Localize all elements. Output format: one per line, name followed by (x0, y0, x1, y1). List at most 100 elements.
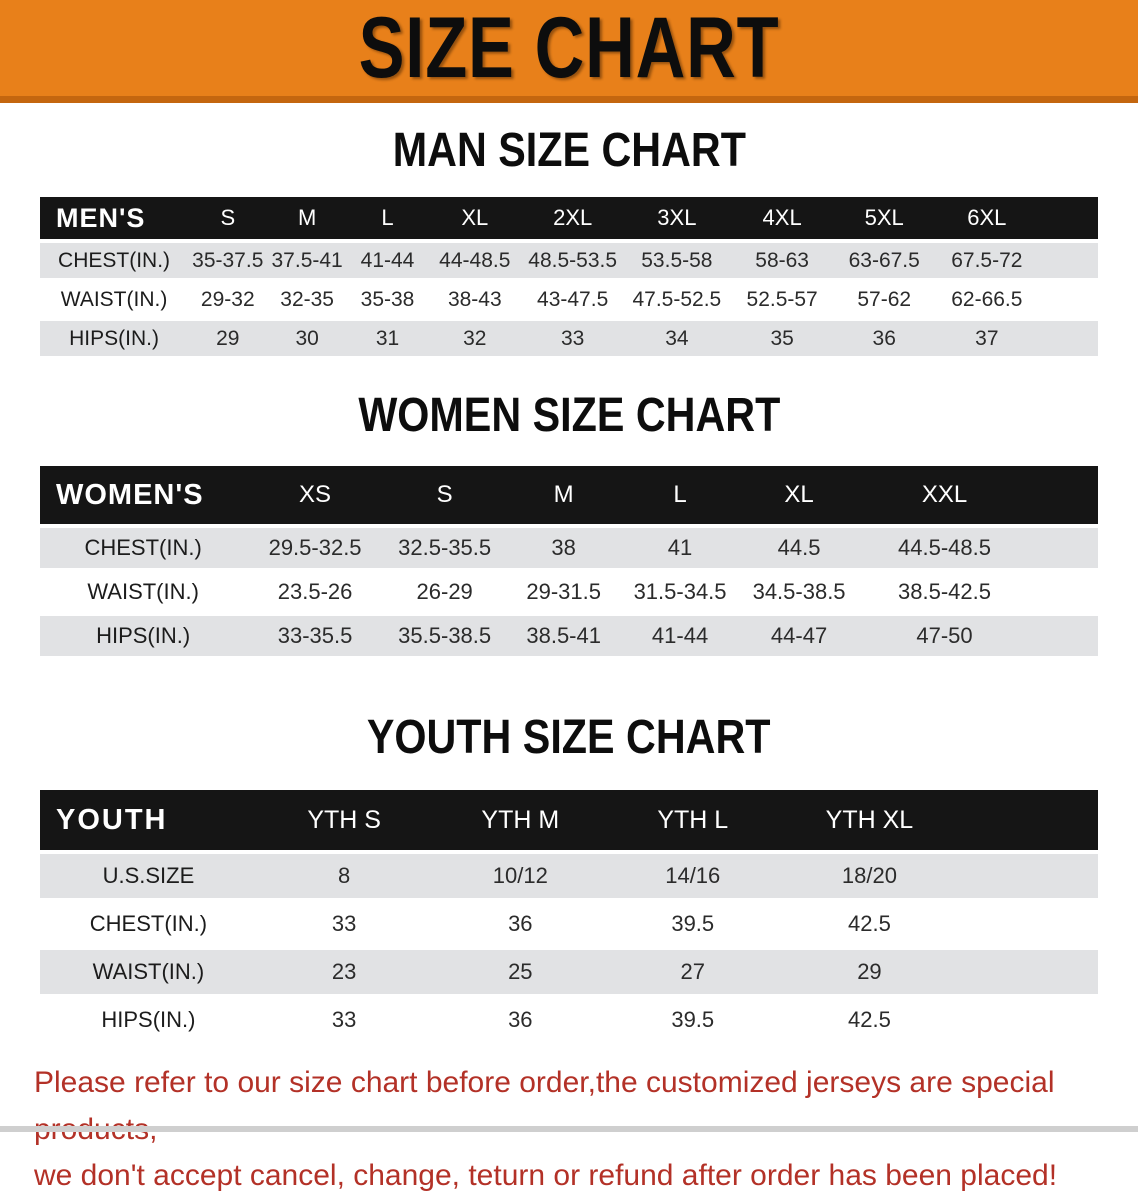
size-value-cell: 18/20 (776, 854, 963, 898)
banner-title-wrap: SIZE CHART (306, 5, 832, 91)
spacer-cell (1039, 282, 1098, 317)
spacer-cell (1029, 528, 1098, 568)
size-value-cell: 32 (428, 321, 522, 356)
column-header: YTH S (256, 790, 432, 850)
size-value-cell: 34 (623, 321, 730, 356)
column-header: 6XL (933, 197, 1040, 239)
size-value-cell: 30 (267, 321, 347, 356)
size-value-cell: 26-29 (383, 572, 506, 612)
row-label: WAIST(IN.) (40, 950, 257, 994)
size-value-cell: 29 (776, 950, 963, 994)
column-header: 5XL (834, 197, 934, 239)
size-value-cell: 10/12 (431, 854, 610, 898)
size-value-cell: 35-38 (346, 282, 429, 317)
column-header: S (188, 197, 268, 239)
size-value-cell: 38.5-41 (505, 616, 622, 656)
notice-line-2: we don't accept cancel, change, teturn o… (34, 1159, 1058, 1192)
table-row: HIPS(IN.) 33 36 39.5 42.5 (40, 998, 1098, 1042)
table-row: CHEST(IN.) 29.5-32.5 32.5-35.5 38 41 44.5 44.5… (40, 528, 1098, 568)
size-value-cell: 8 (256, 854, 432, 898)
size-value-cell: 44.5-48.5 (859, 528, 1030, 568)
size-value-cell: 53.5-58 (623, 243, 730, 278)
table-row: WAIST(IN.) 23.5-26 26-29 29-31.5 31.5-34.5 34… (40, 572, 1098, 612)
size-value-cell: 31 (346, 321, 429, 356)
size-value-cell: 67.5-72 (933, 243, 1040, 278)
size-chart-body: MAN SIZE CHART MEN'S S M L XL 2XL 3XL 4XL 5XL 6XL… (0, 127, 1138, 1046)
spacer-cell (1039, 243, 1098, 278)
row-label: HIPS(IN.) (40, 321, 189, 356)
banner-title: SIZE CHART (358, 0, 780, 96)
size-value-cell: 29.5-32.5 (246, 528, 384, 568)
men-section-heading-text: MAN SIZE CHART (392, 124, 746, 177)
size-value-cell: 32-35 (267, 282, 347, 317)
row-label: U.S.SIZE (40, 854, 257, 898)
size-value-cell: 33 (256, 902, 432, 946)
spacer-cell (1039, 197, 1098, 239)
row-label: WAIST(IN.) (40, 282, 189, 317)
row-label: CHEST(IN.) (40, 902, 257, 946)
row-label: CHEST(IN.) (40, 243, 189, 278)
men-size-table: MEN'S S M L XL 2XL 3XL 4XL 5XL 6XL CHEST(IN.) 35-37… (0, 193, 1138, 360)
women-size-section: WOMEN SIZE CHART WOMEN'S XS S M L XL XXL CHEST(… (0, 392, 1138, 660)
size-value-cell: 34.5-38.5 (738, 572, 860, 612)
size-value-cell: 43-47.5 (521, 282, 624, 317)
column-header: 2XL (521, 197, 624, 239)
size-value-cell: 29-31.5 (505, 572, 622, 612)
table-row: HIPS(IN.) 33-35.5 35.5-38.5 38.5-41 41-44 44-… (40, 616, 1098, 656)
size-value-cell: 36 (431, 998, 610, 1042)
spacer-cell (962, 950, 1098, 994)
size-value-cell: 36 (431, 902, 610, 946)
size-value-cell: 38-43 (428, 282, 522, 317)
column-header: YTH M (431, 790, 610, 850)
size-value-cell: 48.5-53.5 (521, 243, 624, 278)
column-header: XS (246, 466, 384, 524)
size-value-cell: 29 (188, 321, 268, 356)
row-label: WAIST(IN.) (40, 572, 247, 612)
size-value-cell: 35 (729, 321, 835, 356)
size-value-cell: 42.5 (776, 902, 963, 946)
size-value-cell: 29-32 (188, 282, 268, 317)
size-value-cell: 62-66.5 (933, 282, 1040, 317)
youth-section-heading: YOUTH SIZE CHART (0, 714, 1138, 762)
women-size-table: WOMEN'S XS S M L XL XXL CHEST(IN.) 29.5-32.5 32.5… (0, 462, 1138, 660)
table-row: WAIST(IN.) 29-32 32-35 35-38 38-43 43-47.5 47.… (40, 282, 1098, 317)
spacer-cell (1029, 616, 1098, 656)
column-header: M (505, 466, 622, 524)
size-value-cell: 36 (834, 321, 934, 356)
header-row: YOUTH YTH S YTH M YTH L YTH XL (40, 790, 1098, 850)
notice-line-1: Please refer to our size chart before or… (34, 1066, 1055, 1146)
size-value-cell: 47.5-52.5 (623, 282, 730, 317)
column-header: L (621, 466, 739, 524)
column-header: M (267, 197, 347, 239)
spacer-cell (962, 902, 1098, 946)
size-value-cell: 37 (933, 321, 1040, 356)
size-value-cell: 38.5-42.5 (859, 572, 1030, 612)
size-value-cell: 33 (256, 998, 432, 1042)
header-row: WOMEN'S XS S M L XL XXL (40, 466, 1098, 524)
size-value-cell: 58-63 (729, 243, 835, 278)
row-label: CHEST(IN.) (40, 528, 247, 568)
row-label: HIPS(IN.) (40, 998, 257, 1042)
size-value-cell: 41-44 (346, 243, 429, 278)
size-value-cell: 35-37.5 (188, 243, 268, 278)
table-corner-label: WOMEN'S (40, 466, 247, 524)
spacer-cell (1039, 321, 1098, 356)
column-header: XL (428, 197, 522, 239)
size-table-grid: MEN'S S M L XL 2XL 3XL 4XL 5XL 6XL CHEST(IN.) 35-37… (40, 193, 1098, 360)
size-value-cell: 33-35.5 (246, 616, 384, 656)
header-row: MEN'S S M L XL 2XL 3XL 4XL 5XL 6XL (40, 197, 1098, 239)
column-header: YTH XL (776, 790, 963, 850)
size-value-cell: 37.5-41 (267, 243, 347, 278)
column-header: 3XL (623, 197, 730, 239)
column-header: YTH L (609, 790, 777, 850)
table-row: CHEST(IN.) 35-37.5 37.5-41 41-44 44-48.5 48.5… (40, 243, 1098, 278)
spacer-cell (1029, 572, 1098, 612)
size-value-cell: 31.5-34.5 (621, 572, 739, 612)
spacer-cell (962, 790, 1098, 850)
column-header: L (346, 197, 429, 239)
size-value-cell: 14/16 (609, 854, 777, 898)
size-value-cell: 52.5-57 (729, 282, 835, 317)
size-value-cell: 41 (621, 528, 739, 568)
column-header: S (383, 466, 506, 524)
youth-size-table: YOUTH YTH S YTH M YTH L YTH XL U.S.SIZE 8 10/12… (0, 786, 1138, 1046)
